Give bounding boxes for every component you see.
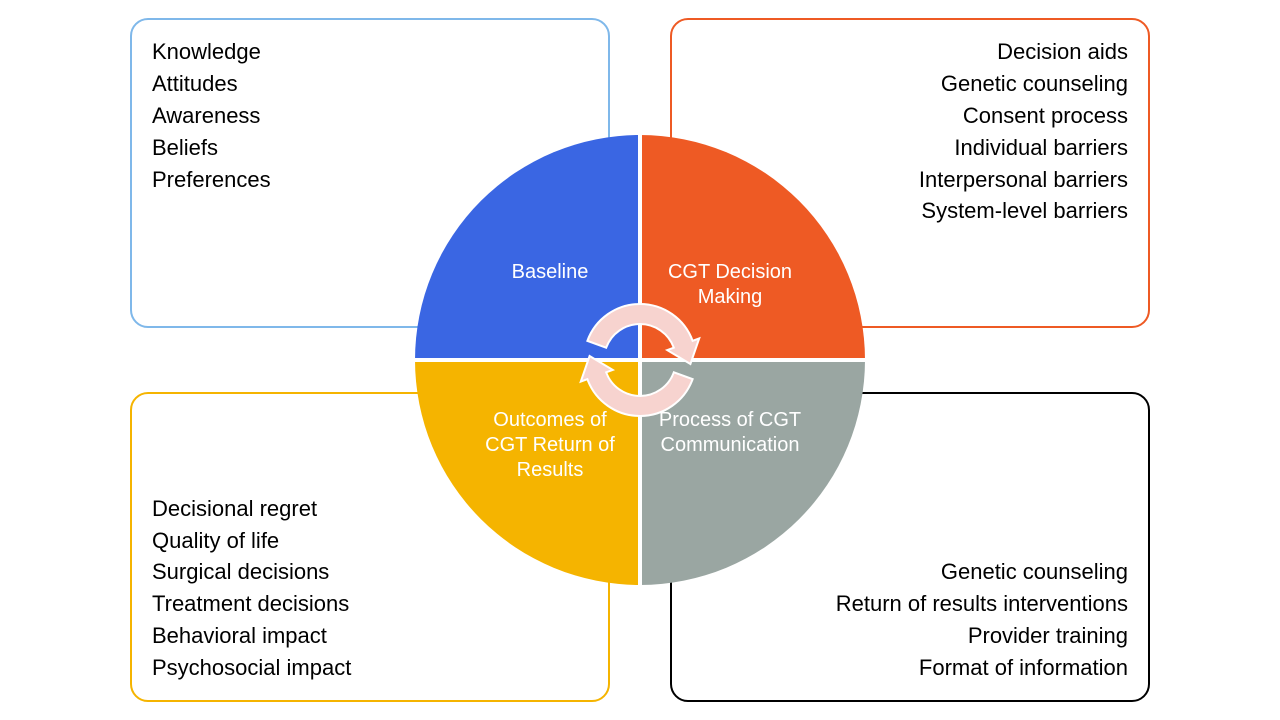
list-item: Psychosocial impact xyxy=(152,652,351,684)
list-item: Surgical decisions xyxy=(152,556,329,588)
list-item: Format of information xyxy=(919,652,1128,684)
list-item: Genetic counseling xyxy=(941,68,1128,100)
list-item: Decisional regret xyxy=(152,493,317,525)
list-item: Provider training xyxy=(968,620,1128,652)
list-item: Consent process xyxy=(963,100,1128,132)
pie-chart: Baseline CGT Decision Making Process of … xyxy=(415,135,865,585)
list-item: Behavioral impact xyxy=(152,620,327,652)
list-item: Beliefs xyxy=(152,132,218,164)
cgt-cycle-diagram: KnowledgeAttitudesAwarenessBeliefsPrefer… xyxy=(0,0,1280,720)
list-item: System-level barriers xyxy=(921,195,1128,227)
list-item: Attitudes xyxy=(152,68,238,100)
list-item: Interpersonal barriers xyxy=(919,164,1128,196)
list-item: Treatment decisions xyxy=(152,588,349,620)
list-item: Return of results interventions xyxy=(836,588,1128,620)
list-item: Knowledge xyxy=(152,36,261,68)
list-item: Genetic counseling xyxy=(941,556,1128,588)
list-item: Awareness xyxy=(152,100,260,132)
list-item: Individual barriers xyxy=(954,132,1128,164)
list-item: Decision aids xyxy=(997,36,1128,68)
cycle-arrows-icon xyxy=(570,290,710,430)
list-item: Preferences xyxy=(152,164,271,196)
list-item: Quality of life xyxy=(152,525,279,557)
